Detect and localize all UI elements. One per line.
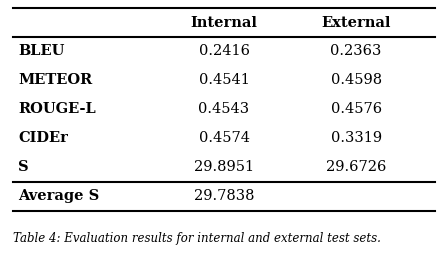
Text: 0.2416: 0.2416 [198, 45, 250, 59]
Text: Average S: Average S [18, 189, 99, 203]
Text: BLEU: BLEU [18, 45, 65, 59]
Text: 0.4543: 0.4543 [198, 102, 250, 116]
Text: 0.2363: 0.2363 [331, 45, 382, 59]
Text: 29.6726: 29.6726 [326, 160, 386, 174]
Text: External: External [321, 16, 391, 29]
Text: METEOR: METEOR [18, 73, 92, 87]
Text: 0.4598: 0.4598 [331, 73, 382, 87]
Text: CIDEr: CIDEr [18, 131, 68, 145]
Text: 0.4576: 0.4576 [331, 102, 382, 116]
Text: Table 4: Evaluation results for internal and external test sets.: Table 4: Evaluation results for internal… [13, 232, 381, 245]
Text: S: S [18, 160, 29, 174]
Text: 0.4574: 0.4574 [198, 131, 250, 145]
Text: ROUGE-L: ROUGE-L [18, 102, 96, 116]
Text: 29.7838: 29.7838 [194, 189, 254, 203]
Text: 0.3319: 0.3319 [331, 131, 382, 145]
Text: 29.8951: 29.8951 [194, 160, 254, 174]
Text: Internal: Internal [190, 16, 258, 29]
Text: 0.4541: 0.4541 [198, 73, 250, 87]
